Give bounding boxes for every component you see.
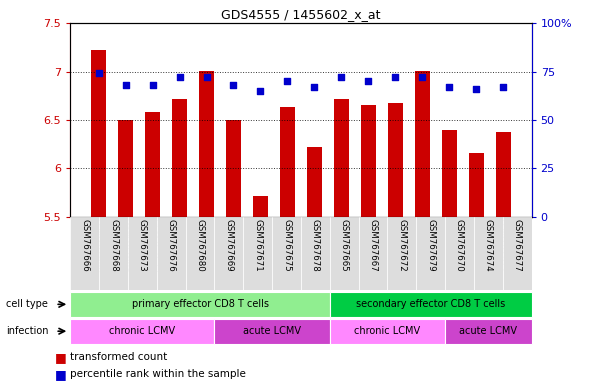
Text: chronic LCMV: chronic LCMV — [109, 326, 175, 336]
Bar — [359, 217, 387, 290]
Bar — [272, 217, 301, 290]
Bar — [128, 217, 157, 290]
Text: acute LCMV: acute LCMV — [459, 326, 518, 336]
Text: GSM767676: GSM767676 — [167, 219, 176, 272]
Text: chronic LCMV: chronic LCMV — [354, 326, 420, 336]
Text: GSM767670: GSM767670 — [455, 219, 464, 272]
Bar — [186, 217, 214, 290]
Point — [417, 74, 427, 80]
Point — [364, 78, 373, 84]
Bar — [301, 217, 330, 290]
Text: ■: ■ — [55, 368, 67, 381]
Point — [255, 88, 265, 94]
Bar — [330, 292, 532, 317]
Bar — [307, 147, 322, 217]
Bar — [361, 106, 376, 217]
Text: GSM767665: GSM767665 — [340, 219, 349, 272]
Point — [148, 82, 158, 88]
Text: GSM767680: GSM767680 — [196, 219, 205, 272]
Bar — [496, 132, 511, 217]
Text: GSM767671: GSM767671 — [253, 219, 262, 272]
Point — [499, 84, 508, 90]
Bar — [330, 217, 359, 290]
Text: transformed count: transformed count — [70, 352, 167, 362]
Bar — [157, 217, 186, 290]
Bar — [387, 217, 416, 290]
Bar — [442, 130, 456, 217]
Text: GSM767677: GSM767677 — [513, 219, 522, 272]
Point — [471, 86, 481, 92]
Bar — [99, 217, 128, 290]
Bar — [334, 99, 349, 217]
Point — [282, 78, 292, 84]
Text: percentile rank within the sample: percentile rank within the sample — [70, 369, 246, 379]
Text: primary effector CD8 T cells: primary effector CD8 T cells — [131, 299, 268, 310]
Text: GSM767679: GSM767679 — [426, 219, 435, 272]
Text: cell type: cell type — [6, 299, 48, 310]
Bar — [445, 217, 474, 290]
Bar — [145, 112, 160, 217]
Point — [337, 74, 346, 80]
Text: GSM767673: GSM767673 — [138, 219, 147, 272]
Text: ■: ■ — [55, 351, 67, 364]
Point — [93, 70, 103, 76]
Bar — [70, 292, 330, 317]
Text: secondary effector CD8 T cells: secondary effector CD8 T cells — [356, 299, 505, 310]
Bar — [172, 99, 187, 217]
Bar — [330, 319, 445, 344]
Text: GSM767669: GSM767669 — [224, 219, 233, 272]
Bar — [416, 217, 445, 290]
Text: GSM767672: GSM767672 — [397, 219, 406, 272]
Bar — [226, 120, 241, 217]
Bar — [214, 217, 243, 290]
Bar — [253, 195, 268, 217]
Bar — [214, 319, 330, 344]
Text: GSM767668: GSM767668 — [109, 219, 118, 272]
Text: acute LCMV: acute LCMV — [243, 326, 301, 336]
Bar — [70, 319, 214, 344]
Text: infection: infection — [6, 326, 49, 336]
Bar — [445, 319, 532, 344]
Bar — [415, 71, 430, 217]
Point — [310, 84, 320, 90]
Bar — [243, 217, 272, 290]
Text: GSM767675: GSM767675 — [282, 219, 291, 272]
Point — [175, 74, 185, 80]
Text: GSM767674: GSM767674 — [484, 219, 493, 272]
Text: GDS4555 / 1455602_x_at: GDS4555 / 1455602_x_at — [221, 8, 381, 21]
Text: GSM767678: GSM767678 — [311, 219, 320, 272]
Text: GSM767667: GSM767667 — [368, 219, 378, 272]
Bar — [199, 71, 214, 217]
Bar — [469, 153, 484, 217]
Bar — [503, 217, 532, 290]
Bar — [91, 50, 106, 217]
Text: GSM767666: GSM767666 — [80, 219, 89, 272]
Bar — [70, 217, 99, 290]
Point — [121, 82, 131, 88]
Bar — [280, 108, 295, 217]
Point — [390, 74, 400, 80]
Point — [202, 74, 211, 80]
Point — [444, 84, 454, 90]
Bar — [118, 120, 133, 217]
Point — [229, 82, 238, 88]
Bar — [388, 103, 403, 217]
Bar — [474, 217, 503, 290]
